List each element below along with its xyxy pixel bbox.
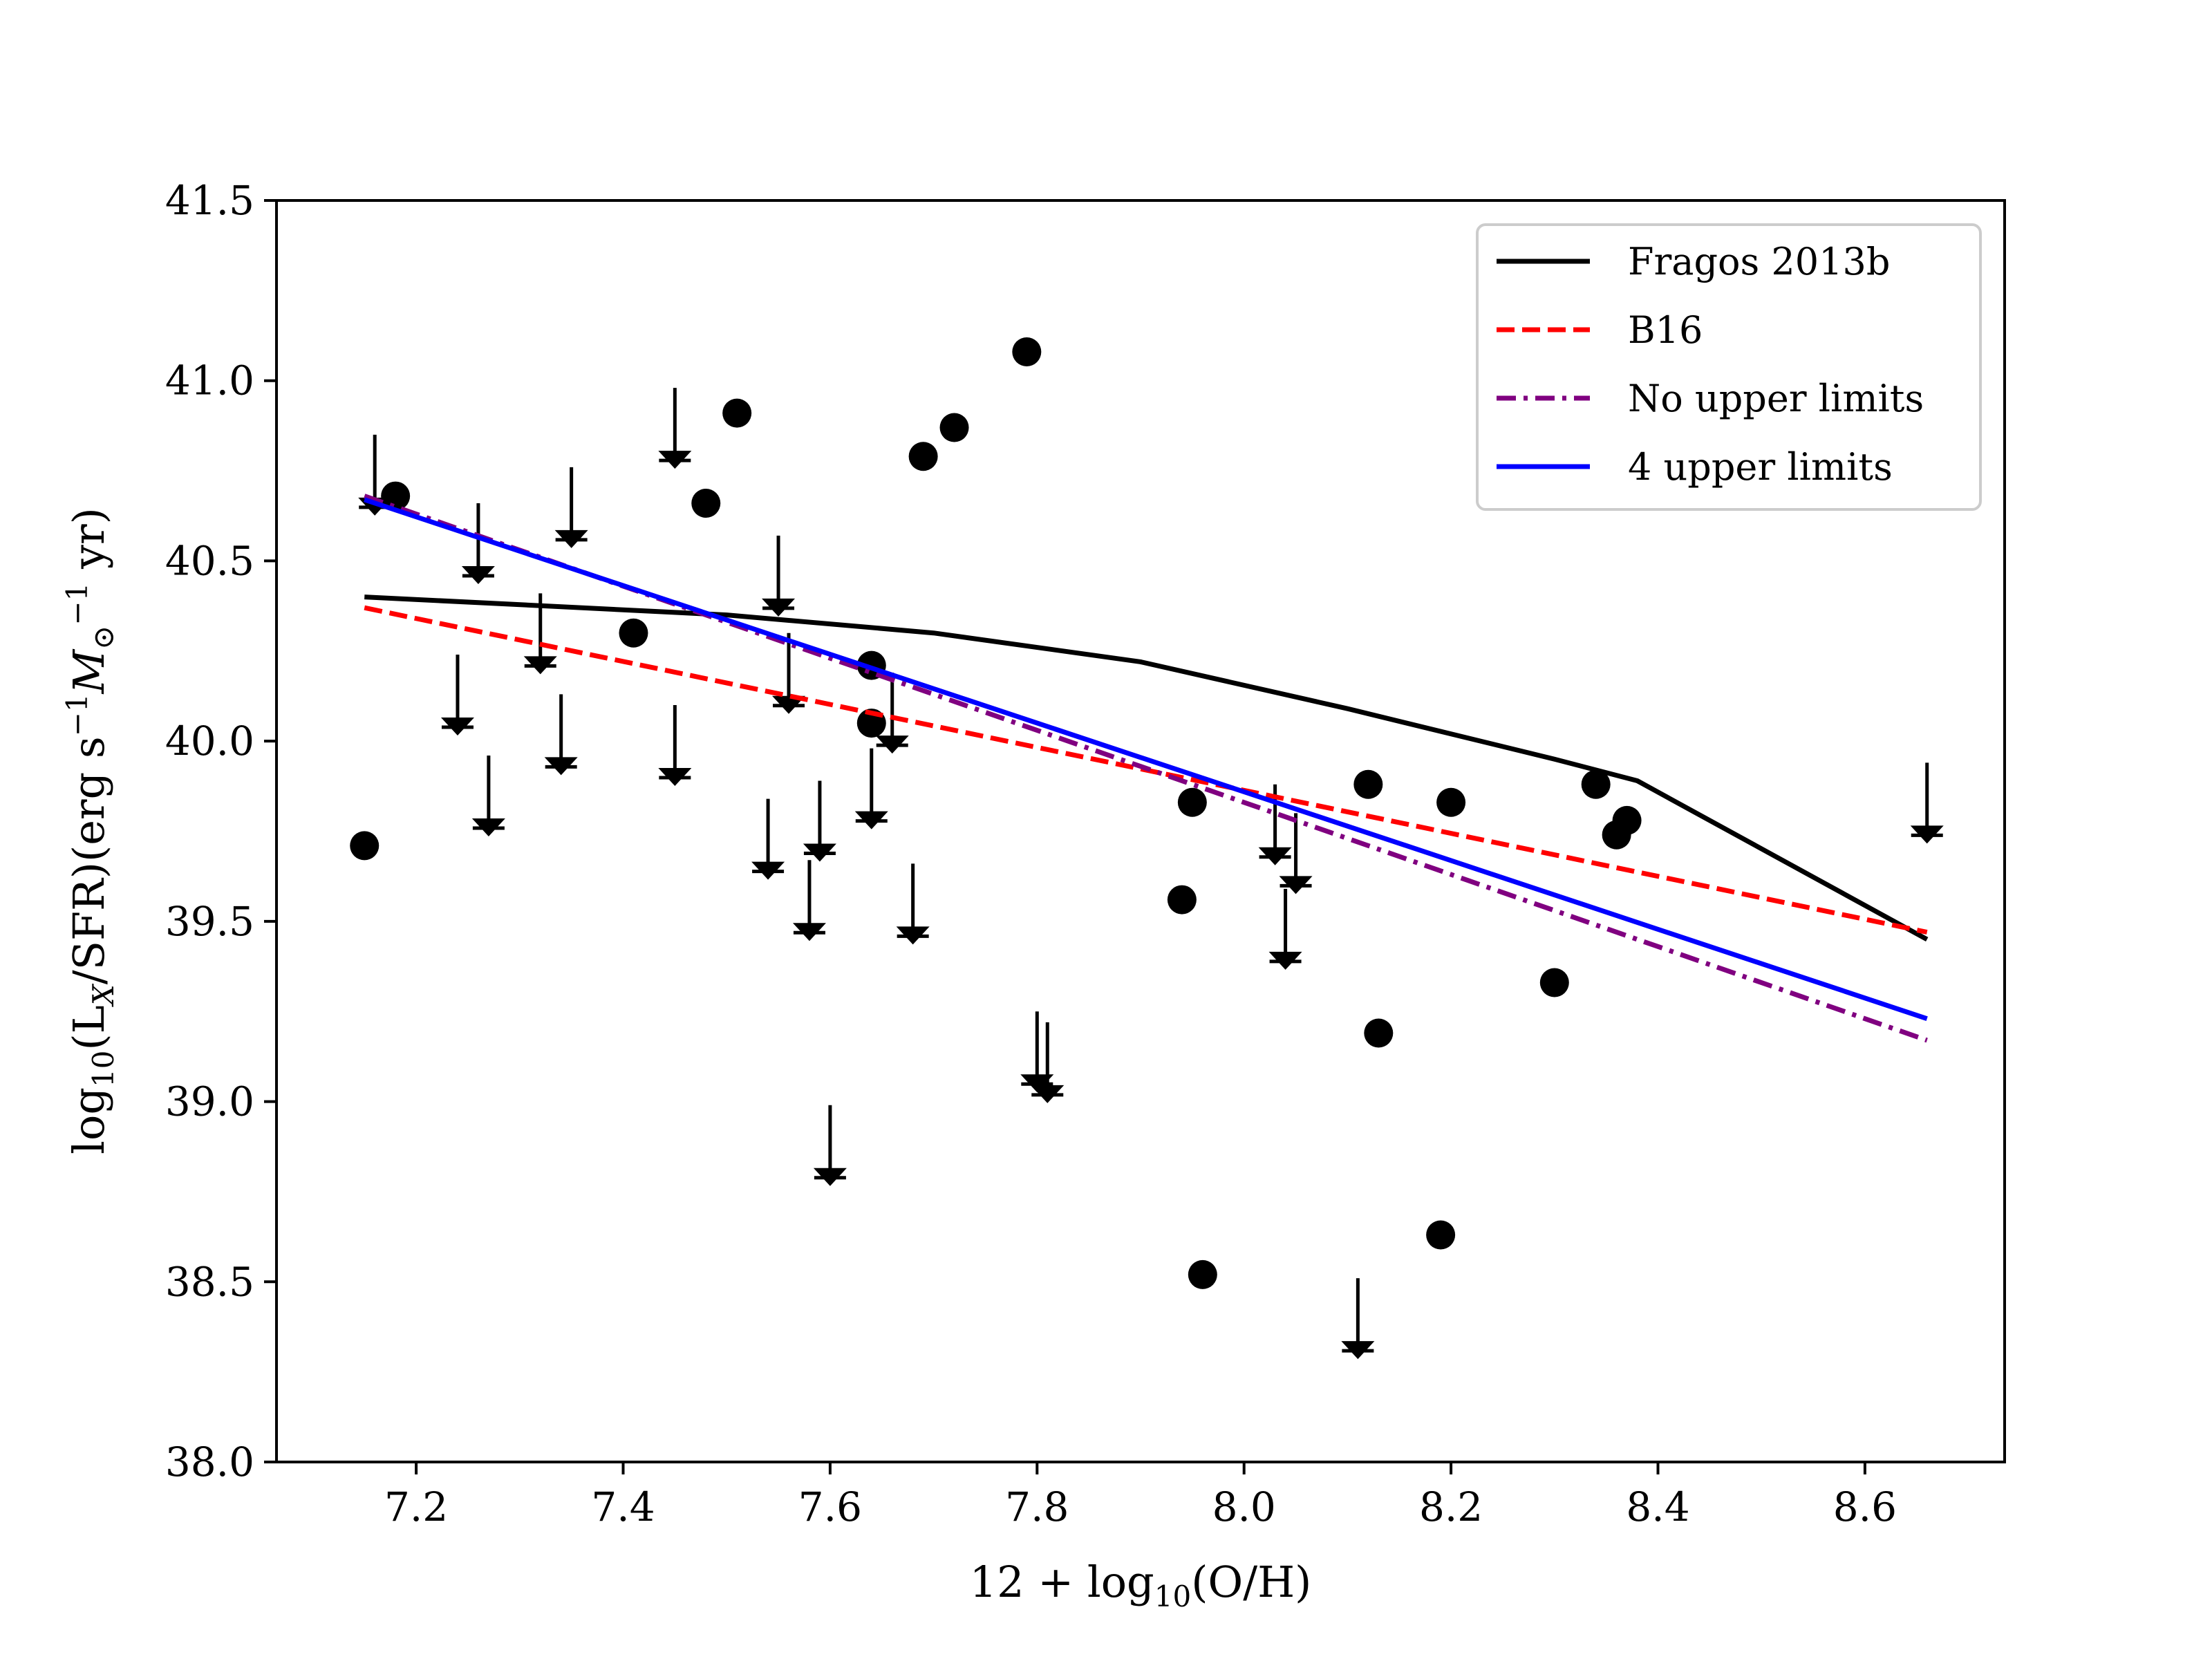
detection-point xyxy=(1167,885,1197,915)
upper-limit-arrow xyxy=(658,705,692,786)
y-tick-label: 38.5 xyxy=(165,1258,254,1305)
detection-point xyxy=(1436,787,1466,817)
legend-label-b16: B16 xyxy=(1628,308,1703,352)
upper-limit-arrow xyxy=(1341,1278,1375,1360)
x-axis-label: 12 + log10(O/H) xyxy=(970,1557,1312,1613)
plot-frame xyxy=(275,199,2006,1463)
y-axis-label: log10(LX/SFR)(erg s−1M⊙−1 yr) xyxy=(60,507,120,1154)
detection-point xyxy=(691,489,721,518)
legend-label-4-upper-limits: 4 upper limits xyxy=(1628,445,1893,489)
detection-point xyxy=(1177,787,1207,817)
x-tick-label: 8.4 xyxy=(1626,1483,1689,1530)
legend-label-no-upper-limits: No upper limits xyxy=(1628,377,1924,420)
detection-point xyxy=(619,618,648,648)
upper-limit-arrow xyxy=(792,860,826,941)
x-tick-label: 7.4 xyxy=(591,1483,655,1530)
y-tick-label: 41.5 xyxy=(165,177,254,224)
detection-point xyxy=(381,481,411,511)
detection-point xyxy=(1353,769,1383,799)
detection-point xyxy=(1012,337,1042,366)
detection-point xyxy=(939,413,969,442)
upper-limit-arrow xyxy=(762,535,796,617)
upper-limit-arrow xyxy=(1268,888,1302,970)
upper-limit-arrow xyxy=(803,780,836,862)
detection-point xyxy=(1188,1259,1217,1289)
upper-limit-arrow xyxy=(544,694,578,776)
y-tick-label: 41.0 xyxy=(165,357,254,404)
upper-limit-arrow xyxy=(813,1105,847,1186)
series-line-4-upper-limits xyxy=(364,497,1928,1021)
y-tick-label: 40.0 xyxy=(165,718,254,765)
upper-limit-arrow xyxy=(440,655,474,735)
plot-marks xyxy=(350,337,1944,1360)
upper-limit-arrow xyxy=(1910,762,1944,844)
upper-limit-arrow xyxy=(896,863,930,945)
upper-limit-arrow xyxy=(471,756,505,836)
detection-point xyxy=(908,442,938,471)
x-tick-label: 8.2 xyxy=(1419,1483,1483,1530)
upper-limit-arrow xyxy=(875,673,909,754)
detection-point xyxy=(1364,1018,1394,1048)
upper-limit-arrow xyxy=(554,467,588,548)
upper-limit-arrow xyxy=(751,798,785,880)
y-tick-label: 39.5 xyxy=(165,898,254,945)
x-tick-label: 7.8 xyxy=(1005,1483,1069,1530)
upper-limit-arrow xyxy=(1031,1022,1065,1103)
detection-point xyxy=(1539,968,1569,997)
detection-point xyxy=(1581,769,1611,799)
y-tick-label: 40.5 xyxy=(165,537,254,584)
x-tick-label: 8.0 xyxy=(1212,1483,1276,1530)
detection-point xyxy=(1612,805,1642,835)
x-tick-label: 7.6 xyxy=(798,1483,862,1530)
upper-limit-arrow xyxy=(1279,813,1313,894)
legend-box xyxy=(1476,223,1982,511)
detection-point xyxy=(1426,1220,1456,1250)
upper-limit-arrow xyxy=(854,748,888,830)
legend-label-fragos: Fragos 2013b xyxy=(1628,240,1890,283)
x-tick-label: 7.2 xyxy=(384,1483,448,1530)
model-lines xyxy=(364,494,1929,1043)
detection-point xyxy=(350,831,379,861)
y-tick-label: 38.0 xyxy=(165,1438,254,1485)
axis-ticks: 7.2 7.4 7.6 7.8 8.0 8.2 8.4 8.6 38.0 38.5 39.0 39.5… xyxy=(165,177,1897,1530)
upper-limit-arrow xyxy=(658,388,692,469)
detection-point xyxy=(722,398,752,428)
y-tick-label: 39.0 xyxy=(165,1078,254,1125)
series-line-fragos-2013b xyxy=(364,594,1929,941)
upper-limit-arrow xyxy=(772,632,806,714)
x-tick-label: 8.6 xyxy=(1833,1483,1897,1530)
legend: Fragos 2013b B16 No upper limits 4 upper… xyxy=(1476,223,1982,511)
